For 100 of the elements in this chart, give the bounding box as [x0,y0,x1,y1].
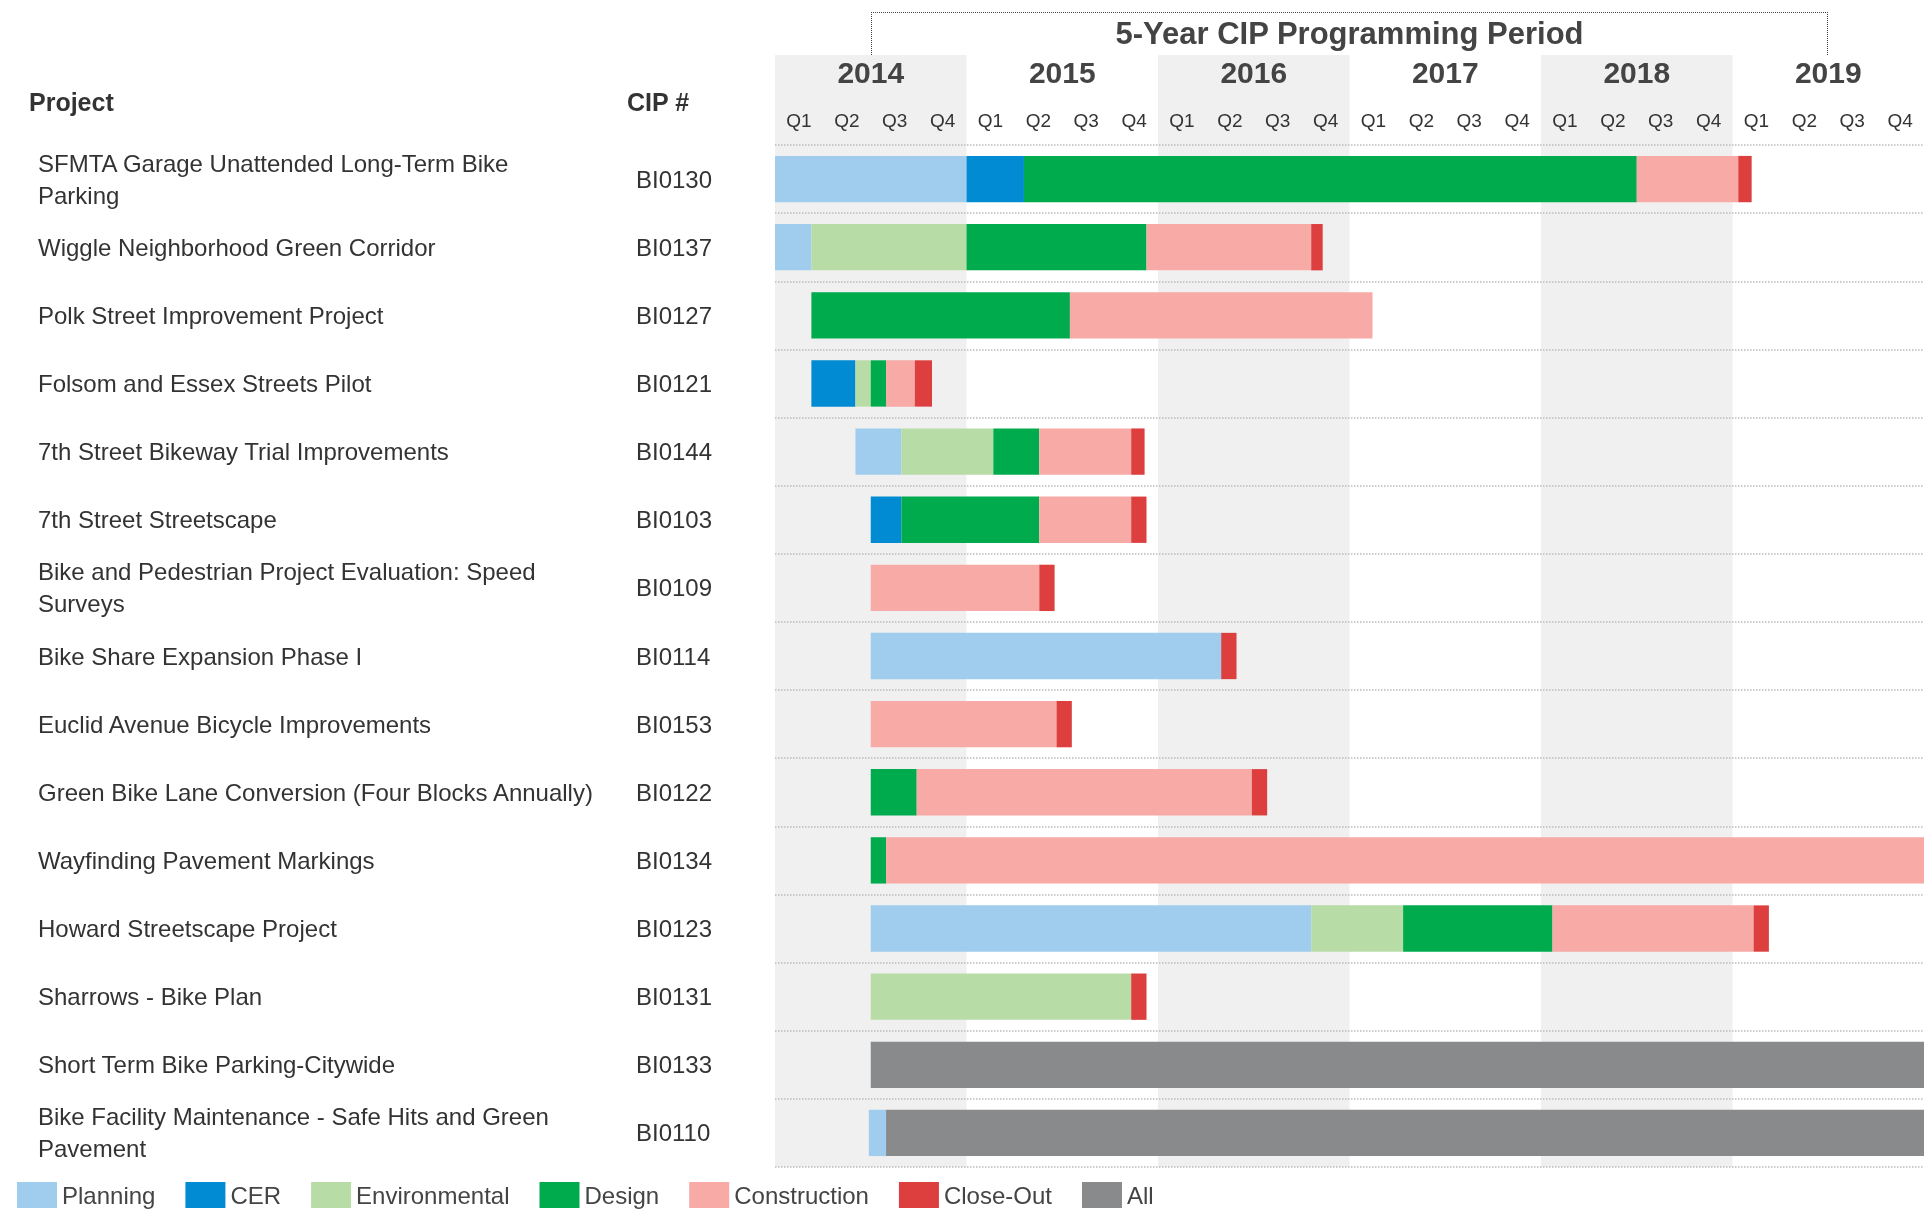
y-tick-label: Howard Streetscape Project [38,915,338,943]
bar [1131,973,1147,1020]
x-tick-label: 2017 [1411,55,1479,89]
bar [1039,496,1132,543]
bar [870,496,902,543]
y-tick-label: SFMTA Garage Unattended Long-Term Bike Parking [38,149,516,209]
chart-title: 5-Year CIP Programming Period [1115,15,1584,51]
bar [993,428,1040,475]
text: Q4 [1121,109,1148,131]
bar [1403,905,1553,952]
y-tick-label: Bike Facility Maintenance - Safe Hits and Green Pavement [38,1103,556,1163]
bar [1039,428,1132,475]
x-tick-label: 2016 [1220,55,1288,89]
y-tick-label: 7th Street Bikeway Trial Improvements [38,438,449,466]
text: Q2 [1025,109,1051,131]
bar [868,1109,887,1157]
bar [1753,905,1769,952]
y2-tick-label: BI0153 [636,710,713,738]
y-tick-label: Folsom and Essex Streets Pilot [38,369,372,397]
text: Q1 [1360,109,1387,131]
y-tick-label: Bike Share Expansion Phase I [38,642,363,670]
y-axis-title: Project [29,88,115,116]
text: Q4 [1887,109,1914,131]
bar [1636,155,1739,203]
y2-tick-label: BI0114 [636,642,711,670]
text: Q4 [1695,109,1722,131]
y2-axis-title: CIP # [627,88,690,116]
y-tick-label: Bike and Pedestrian Project Evaluation: Speed Surveys [38,558,543,618]
text: Q2 [1791,109,1817,131]
bar [870,769,917,816]
y2-tick-label: BI0134 [636,846,713,874]
y-tick-label: Wiggle Neighborhood Green Corridor [38,233,436,261]
bar [1311,224,1323,271]
bar [811,224,967,271]
y-tick-label: Polk Street Improvement Project [38,301,384,329]
bar [870,632,1222,680]
text: Q1 [786,109,812,131]
bar [886,837,1924,884]
bar [1552,905,1754,952]
bar [1023,155,1637,203]
x-tick-label: 2018 [1603,55,1671,89]
text: Q2 [1600,109,1626,131]
text: Q3 [1648,109,1674,131]
bar [1056,700,1072,748]
text: Q3 [1839,109,1865,131]
text: Q4 [1312,109,1339,131]
bar [870,1041,1924,1088]
legend-label: Environmental [356,1181,510,1209]
bar [870,837,887,884]
bar [886,360,915,407]
bar [1251,769,1268,816]
bar [811,360,856,407]
text: Q4 [1504,109,1531,131]
y-tick-label: 7th Street Streetscape [38,506,277,534]
y2-tick-label: BI0131 [636,983,713,1011]
text: Q2 [1217,109,1243,131]
bar [811,292,1070,339]
x-tick-label: 2019 [1794,55,1862,89]
legend-label: Planning [62,1181,156,1209]
bar [870,905,1312,952]
bar [870,360,887,407]
bar [870,564,1040,612]
bar [1069,292,1373,339]
legend-label: Design [584,1181,660,1209]
bar [1039,564,1055,612]
y2-tick-label: BI0144 [636,438,713,466]
text: Q1 [977,109,1004,131]
text: Q3 [1456,109,1482,131]
bar [775,155,967,203]
text: Q1 [1552,109,1578,131]
bar [1131,428,1145,475]
bar [870,973,1132,1020]
bar [1131,496,1147,543]
bar [901,428,994,475]
bar [1146,224,1312,271]
bar [916,769,1252,816]
y2-tick-label: BI0137 [636,233,713,261]
y2-tick-label: BI0127 [636,301,713,329]
y-tick-label: Wayfinding Pavement Markings [38,846,375,874]
y-tick-label: Short Term Bike Parking-Citywide [38,1051,396,1079]
text: Q3 [882,109,908,131]
x-tick-label: 2014 [837,55,905,89]
legend-label: Construction [734,1181,869,1209]
y2-tick-label: BI0110 [636,1119,711,1147]
y2-tick-label: BI0103 [636,506,713,534]
y2-tick-label: BI0121 [636,369,713,397]
text: Q1 [1169,109,1195,131]
bar [914,360,933,407]
bar [1311,905,1404,952]
text: Q3 [1265,109,1291,131]
bar [966,224,1147,271]
y2-tick-label: BI0123 [636,915,713,943]
bar [966,155,1024,203]
bar [855,360,871,407]
y-tick-label: Sharrows - Bike Plan [38,983,263,1011]
bar [870,700,1057,748]
text: Q2 [834,109,860,131]
text: Q2 [1408,109,1434,131]
bar [855,428,902,475]
y2-tick-label: BI0133 [636,1051,713,1079]
